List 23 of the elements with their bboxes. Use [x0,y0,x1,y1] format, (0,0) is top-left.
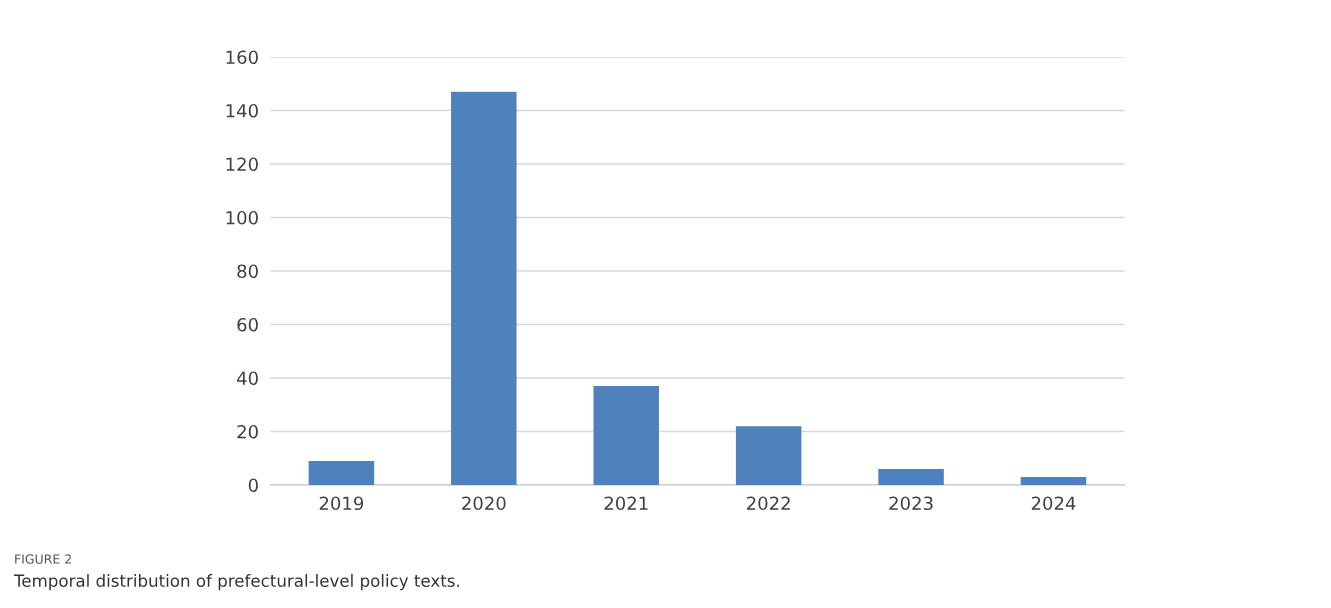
bar [1020,476,1087,485]
x-tick-label: 2021 [604,496,648,511]
x-tick-label: 2024 [1031,496,1076,511]
y-tick-label: 120 [226,157,258,172]
y-tick-label: 0 [248,478,258,493]
text: Temporal distribution of prefectural-level policy texts. [13,574,459,591]
x-tick-label: 2022 [747,496,790,511]
bar [593,386,659,485]
x-tick-label: 2023 [889,496,933,511]
y-tick-label: 20 [237,424,258,439]
y-tick-label: 40 [236,371,258,386]
y-tick-label: 80 [237,264,258,279]
bar [451,91,517,485]
y-tick-label: 60 [237,317,258,332]
y-tick-label: 160 [226,50,258,65]
bar [735,426,802,485]
y-tick-label: 100 [226,210,258,225]
x-tick-label: 2020 [462,496,506,511]
bar [308,460,375,485]
caption: FIGURE 2 [15,554,71,564]
y-tick-label: 140 [226,103,258,118]
bar [878,468,944,485]
x-tick-label: 2019 [319,496,364,511]
